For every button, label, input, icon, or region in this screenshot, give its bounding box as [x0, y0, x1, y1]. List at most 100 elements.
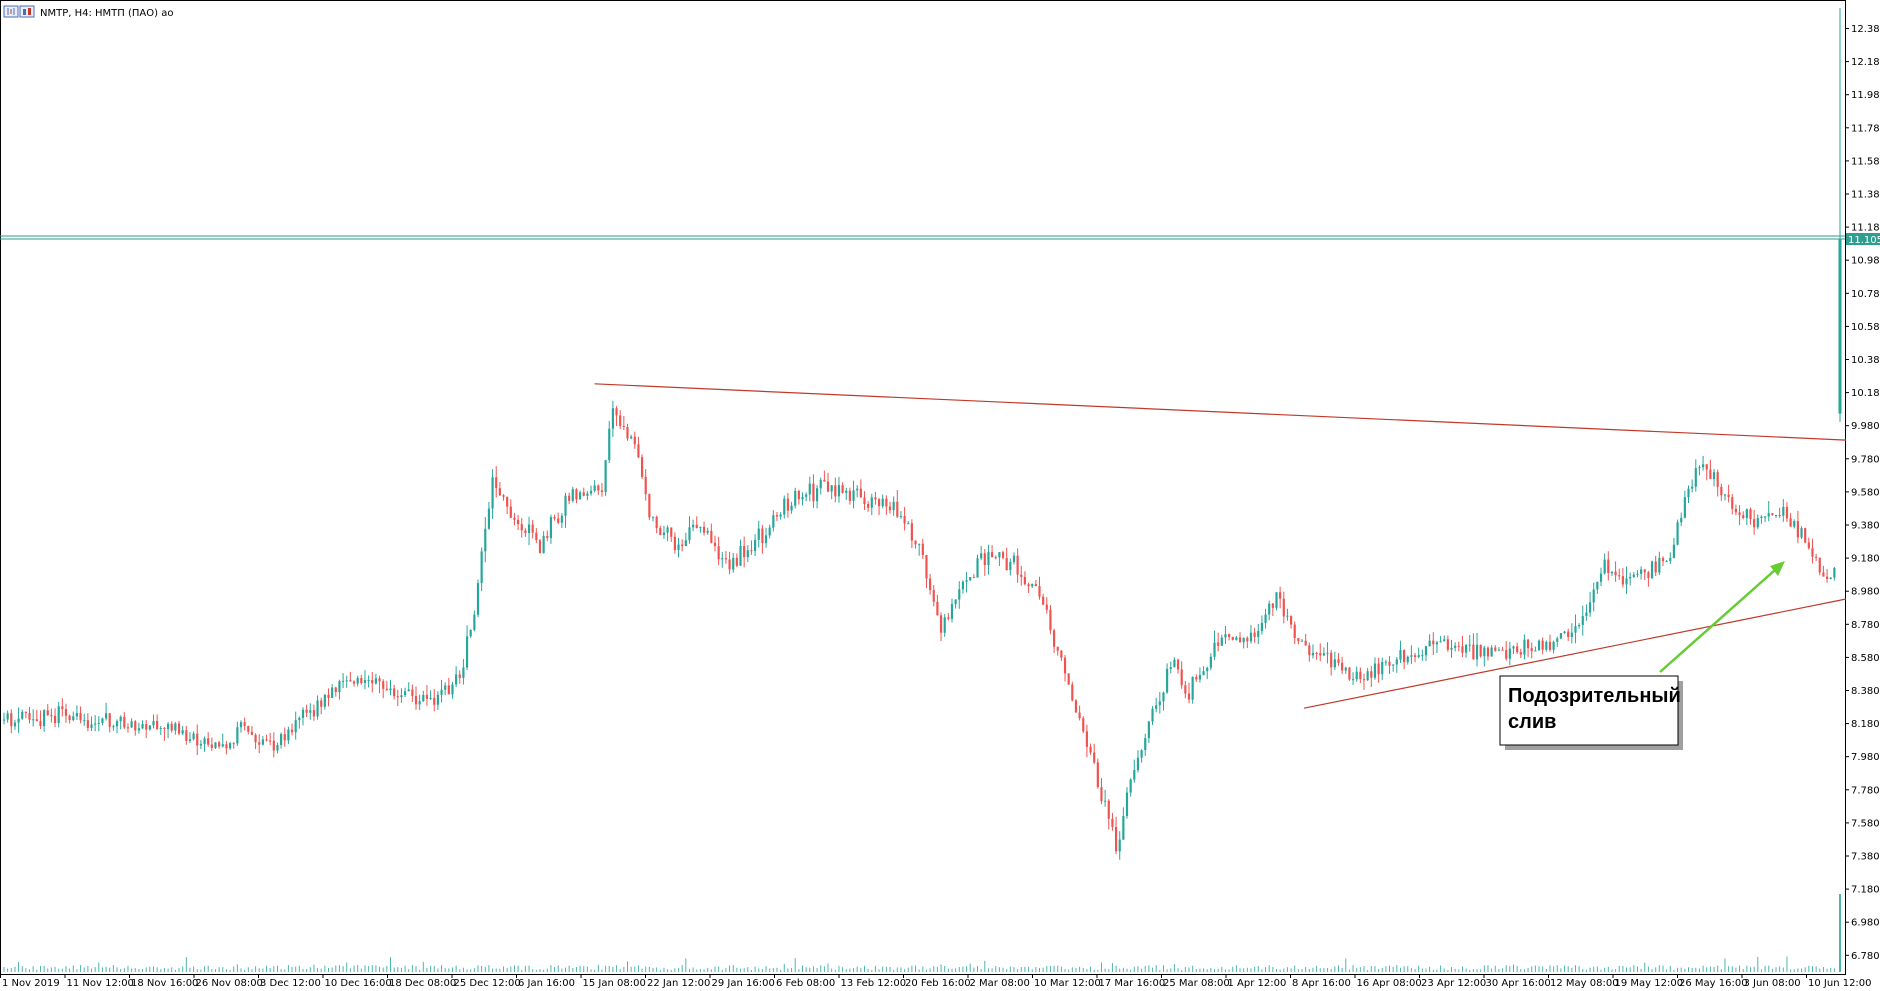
- candle-body: [1333, 659, 1336, 668]
- candle-body: [1209, 656, 1212, 668]
- candle-body: [648, 494, 651, 518]
- candle-body: [491, 477, 494, 509]
- x-tick-label: 12 May 08:00: [1550, 978, 1619, 989]
- candle-body: [1479, 644, 1482, 657]
- candle-body: [1756, 517, 1759, 528]
- candle-body: [965, 580, 968, 582]
- x-tick-label: 25 Mar 08:00: [1163, 978, 1230, 989]
- candle-body: [1001, 552, 1005, 558]
- y-tick-label: 9.580: [1851, 487, 1880, 498]
- candle-body: [6, 713, 9, 720]
- y-tick-label: 11.980: [1851, 90, 1880, 101]
- x-tick-label: 18 Nov 16:00: [131, 978, 198, 989]
- candle-body: [323, 694, 326, 707]
- candle-body: [1709, 469, 1712, 479]
- candle-body: [939, 615, 943, 633]
- candle-body: [1308, 645, 1311, 656]
- candle-body: [17, 718, 20, 723]
- candle-body: [1151, 708, 1154, 722]
- candle-body: [1793, 521, 1796, 527]
- x-tick-label: 23 Apr 12:00: [1421, 978, 1486, 989]
- candle-body: [1512, 646, 1515, 649]
- candle-body: [867, 503, 870, 508]
- candle-body: [881, 498, 884, 507]
- candle-body: [1322, 653, 1325, 656]
- candle-body: [126, 727, 130, 729]
- candle-body: [899, 516, 903, 518]
- x-tick-label: 3 Jun 08:00: [1744, 978, 1801, 989]
- annotation-box[interactable]: [1499, 675, 1679, 746]
- candle-body: [1516, 646, 1519, 653]
- x-tick-label: 26 May 16:00: [1679, 978, 1748, 989]
- bars-icon: [19, 5, 35, 18]
- candle-body: [1082, 718, 1085, 732]
- candle-body: [316, 700, 319, 717]
- arrow-icon: [1659, 569, 1776, 673]
- candle-body: [451, 684, 454, 695]
- candle-body: [1716, 472, 1719, 487]
- candle-body: [188, 739, 192, 742]
- trendline: [1303, 598, 1847, 709]
- candle-body: [688, 527, 691, 541]
- candle-body: [1049, 609, 1052, 631]
- candle-body: [1800, 528, 1803, 538]
- candle-body: [578, 492, 582, 500]
- candle-body: [1607, 559, 1610, 574]
- candle-body: [1366, 671, 1369, 681]
- candle-body: [1300, 640, 1304, 642]
- candle-body: [1603, 559, 1606, 574]
- candle-body: [768, 527, 771, 536]
- candle-body: [345, 680, 348, 682]
- candle-body: [1093, 752, 1096, 763]
- candle-body: [50, 715, 53, 717]
- candle-body: [1348, 667, 1351, 680]
- current-price-label: 11.105: [1848, 235, 1880, 246]
- candle-body: [21, 711, 24, 719]
- candle-body: [502, 495, 505, 497]
- candle-body: [495, 477, 498, 489]
- candle-body: [90, 724, 93, 729]
- candle-body: [458, 674, 461, 678]
- candle-body: [597, 485, 600, 491]
- candle-body: [589, 490, 593, 494]
- candle-body: [455, 674, 458, 685]
- x-tick-label: 1 Nov 2019: [2, 978, 60, 989]
- candle-body: [228, 743, 232, 749]
- candle-body: [436, 694, 439, 705]
- candle-body: [695, 524, 698, 528]
- candle-body: [250, 731, 254, 735]
- candle-body: [1683, 497, 1686, 518]
- y-tick-label: 11.380: [1851, 190, 1880, 201]
- candle-body: [1658, 557, 1661, 573]
- candle-body: [309, 710, 312, 713]
- candle-body: [1104, 800, 1107, 802]
- candle-body: [1260, 622, 1264, 631]
- candle-body: [1804, 528, 1807, 543]
- candle-body: [1213, 642, 1216, 657]
- y-tick-label: 11.180: [1851, 223, 1880, 234]
- candle-body: [338, 681, 341, 693]
- candle-body: [1581, 616, 1584, 625]
- y-tick-label: 10.980: [1851, 256, 1880, 267]
- candle-body: [954, 599, 957, 605]
- candle-body: [1749, 509, 1752, 520]
- candle-body: [1494, 647, 1497, 651]
- candle-body: [1807, 542, 1810, 549]
- annotation[interactable]: Подозрительный слив: [1499, 561, 1785, 750]
- candle-body: [662, 532, 666, 536]
- candle-body: [1680, 517, 1683, 523]
- candle-body: [396, 696, 399, 698]
- candle-body: [75, 713, 79, 717]
- candle-body: [156, 720, 159, 729]
- x-tick-label: 30 Apr 16:00: [1486, 978, 1551, 989]
- candle-body: [1676, 522, 1679, 545]
- candle-body: [837, 485, 841, 497]
- trendlines[interactable]: [594, 383, 1847, 709]
- x-tick-label: 17 Mar 16:00: [1099, 978, 1166, 989]
- candle-body: [1483, 647, 1486, 657]
- candle-body: [425, 694, 429, 699]
- candle-body: [218, 742, 221, 747]
- candle-body: [145, 724, 148, 730]
- x-tick-label: 26 Nov 08:00: [196, 978, 263, 989]
